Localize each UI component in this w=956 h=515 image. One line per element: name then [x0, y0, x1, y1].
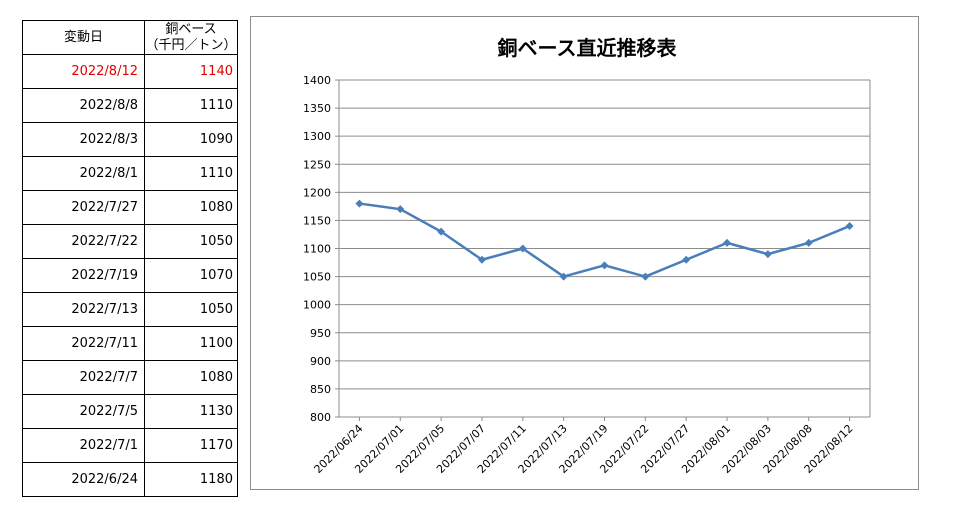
y-tick-label: 800 — [310, 411, 331, 424]
row-date: 2022/7/1 — [22, 428, 145, 463]
y-tick-label: 1050 — [303, 271, 331, 284]
header-value: 銅ベース （千円／トン） — [144, 20, 238, 55]
row-value: 1170 — [144, 428, 238, 463]
table-row: 2022/7/7 1080 — [22, 360, 238, 395]
y-tick-label: 1150 — [303, 214, 331, 227]
data-point — [355, 199, 364, 208]
row-date: 2022/7/27 — [22, 190, 145, 225]
row-value: 1080 — [144, 190, 238, 225]
data-point — [763, 250, 772, 259]
table-row: 2022/7/22 1050 — [22, 224, 238, 259]
table-row: 2022/8/3 1090 — [22, 122, 238, 157]
x-axis-ticks: 2022/06/242022/07/012022/07/052022/07/07… — [312, 417, 856, 476]
y-tick-label: 1200 — [303, 186, 331, 199]
y-tick-label: 850 — [310, 383, 331, 396]
y-tick-label: 1000 — [303, 299, 331, 312]
data-point — [477, 255, 486, 264]
data-point — [518, 244, 527, 253]
y-tick-label: 950 — [310, 327, 331, 340]
row-date: 2022/8/8 — [22, 88, 145, 123]
data-point — [396, 205, 405, 214]
header-date: 変動日 — [22, 20, 145, 55]
row-value: 1140 — [144, 54, 238, 89]
row-date: 2022/7/19 — [22, 258, 145, 293]
row-value: 1100 — [144, 326, 238, 361]
y-tick-label: 1100 — [303, 243, 331, 256]
row-value: 1110 — [144, 156, 238, 191]
row-value: 1080 — [144, 360, 238, 395]
data-point — [682, 255, 691, 264]
data-point — [600, 261, 609, 270]
header-value-line2: （千円／トン） — [145, 37, 237, 53]
row-value: 1050 — [144, 292, 238, 327]
row-date: 2022/8/3 — [22, 122, 145, 157]
row-date: 2022/7/5 — [22, 394, 145, 429]
row-value: 1180 — [144, 462, 238, 497]
row-value: 1130 — [144, 394, 238, 429]
row-value: 1110 — [144, 88, 238, 123]
table-row: 2022/7/13 1050 — [22, 292, 238, 327]
table-row: 2022/8/8 1110 — [22, 88, 238, 123]
grid-lines — [335, 79, 871, 418]
y-axis-ticks: 800 850 900 950 1000 1050 1100 1150 1200 1250 1300… — [303, 74, 331, 424]
data-point — [559, 272, 568, 281]
row-date: 2022/7/11 — [22, 326, 145, 361]
table-row: 2022/7/1 1170 — [22, 428, 238, 463]
table-row: 2022/8/1 1110 — [22, 156, 238, 191]
data-point — [641, 272, 650, 281]
row-date: 2022/8/1 — [22, 156, 145, 191]
data-point — [804, 238, 813, 247]
y-tick-label: 1350 — [303, 102, 331, 115]
row-date: 2022/7/22 — [22, 224, 145, 259]
chart-title: 銅ベース直近推移表 — [498, 36, 678, 60]
y-tick-label: 1300 — [303, 130, 331, 143]
table-header-row: 変動日 銅ベース （千円／トン） — [22, 20, 238, 55]
table-row: 2022/7/5 1130 — [22, 394, 238, 429]
chart-area: 銅ベース直近推移表 800 850 900 950 1000 1050 1100 1150 12… — [250, 16, 919, 490]
y-tick-label: 900 — [310, 355, 331, 368]
series-group — [355, 199, 854, 281]
table-row: 2022/8/12 1140 — [22, 54, 238, 89]
y-tick-label: 1400 — [303, 74, 331, 87]
table-row: 2022/7/27 1080 — [22, 190, 238, 225]
price-table: 変動日 銅ベース （千円／トン） 2022/8/12 1140 2022/8/8 11… — [22, 20, 238, 497]
header-value-line1: 銅ベース — [165, 21, 217, 37]
row-date: 2022/7/13 — [22, 292, 145, 327]
row-value: 1090 — [144, 122, 238, 157]
data-point — [437, 227, 446, 236]
table-row: 2022/6/24 1180 — [22, 462, 238, 497]
row-value: 1050 — [144, 224, 238, 259]
table-row: 2022/7/11 1100 — [22, 326, 238, 361]
row-date: 2022/7/7 — [22, 360, 145, 395]
row-date: 2022/6/24 — [22, 462, 145, 497]
line-chart: 銅ベース直近推移表 800 850 900 950 1000 1050 1100 1150 12… — [303, 36, 871, 476]
y-tick-label: 1250 — [303, 158, 331, 171]
table-row: 2022/7/19 1070 — [22, 258, 238, 293]
data-point — [845, 222, 854, 231]
row-value: 1070 — [144, 258, 238, 293]
data-point — [723, 238, 732, 247]
row-date: 2022/8/12 — [22, 54, 145, 89]
